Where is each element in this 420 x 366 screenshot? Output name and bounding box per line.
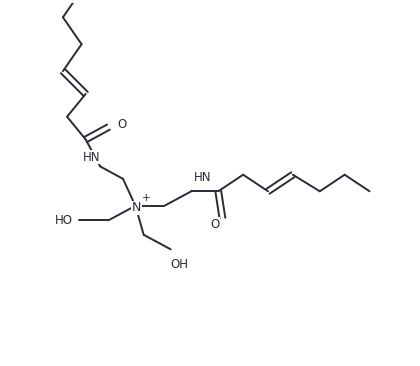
Text: O: O [210, 218, 219, 231]
Text: HO: HO [55, 214, 73, 227]
Text: OH: OH [170, 258, 188, 270]
Text: O: O [118, 119, 127, 131]
Text: N: N [131, 201, 141, 214]
Text: +: + [142, 193, 150, 203]
Text: HN: HN [83, 150, 100, 164]
Text: HN: HN [194, 171, 211, 184]
